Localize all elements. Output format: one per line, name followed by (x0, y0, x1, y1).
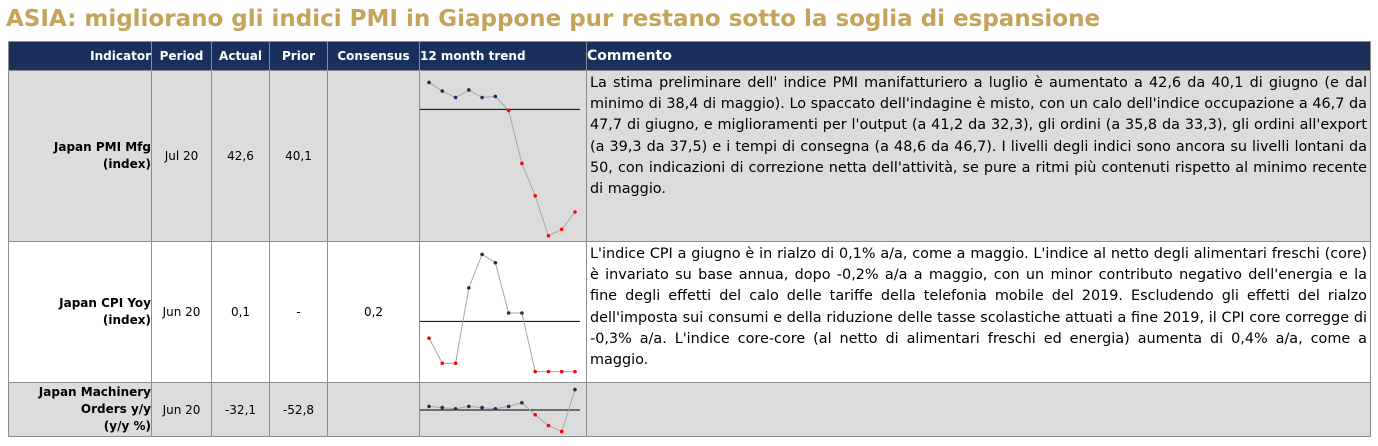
indicator-cell: Japan Machinery Orders y/y (y/y %) (8, 382, 152, 437)
header-trend: 12 month trend (419, 41, 587, 71)
data-point (573, 369, 577, 374)
trend-line (428, 81, 576, 237)
trend-cell (419, 382, 587, 437)
data-point (440, 405, 445, 410)
header-commento: Commento (586, 41, 1371, 71)
data-point (467, 286, 471, 290)
trend-line (428, 253, 575, 373)
trend-cell (419, 241, 587, 383)
trend-chart-cpi (420, 252, 580, 374)
data-point (546, 369, 551, 374)
data-point (546, 423, 551, 428)
data-point (453, 407, 458, 411)
data-point (533, 194, 537, 198)
trend-line (428, 389, 576, 433)
indicator-name: Japan Machinery (38, 385, 151, 399)
period-cell: Jun 20 (151, 241, 212, 383)
data-point (520, 401, 524, 405)
indicator-name-cont: Orders y/y (80, 402, 151, 416)
actual-cell: 0,1 (211, 241, 270, 383)
commento-cell: La stima preliminare dell' indice PMI ma… (586, 70, 1371, 242)
header-actual: Actual (211, 41, 270, 71)
data-point (573, 387, 577, 392)
data-point (533, 369, 537, 374)
data-point (533, 413, 537, 417)
indicator-unit: (index) (102, 157, 151, 171)
data-point (440, 89, 445, 93)
indicator-cell: Japan CPI Yoy (index) (8, 241, 152, 383)
prior-cell: 40,1 (269, 70, 328, 242)
commento-cell (586, 382, 1371, 437)
commento-text: La stima preliminare dell' indice PMI ma… (590, 75, 1367, 198)
data-point (480, 405, 484, 410)
data-point (573, 210, 577, 214)
commento-cell: L'indice CPI a giugno è in rialzo di 0,1… (586, 241, 1371, 383)
period-cell: Jun 20 (151, 382, 212, 437)
data-point (467, 88, 471, 92)
data-point (440, 361, 445, 366)
header-indicator: Indicator (8, 41, 152, 71)
data-point (520, 161, 524, 166)
data-point (520, 311, 524, 315)
indicator-unit: (y/y %) (103, 419, 151, 433)
data-point (480, 252, 484, 257)
indicator-cell: Japan PMI Mfg (index) (8, 70, 152, 242)
data-point (427, 404, 431, 409)
indicator-name: Japan CPI Yoy (59, 296, 151, 310)
trend-chart-machinery (420, 387, 580, 434)
indicators-table: Indicator Period Actual Prior Consensus … (8, 41, 1371, 437)
consensus-cell (327, 70, 420, 242)
data-point (427, 80, 431, 85)
data-point (493, 260, 498, 265)
table-row: Japan PMI Mfg (index) Jul 20 42,6 40,1 L… (8, 70, 1371, 242)
table-row: Japan Machinery Orders y/y (y/y %) Jun 2… (8, 382, 1371, 437)
data-point (559, 369, 564, 374)
period-cell: Jul 20 (151, 70, 212, 242)
data-point (480, 95, 484, 100)
page-title: ASIA: migliorano gli indici PMI in Giapp… (6, 6, 1101, 32)
prior-cell: - (269, 241, 328, 383)
table-row: Japan CPI Yoy (index) Jun 20 0,1 - 0,2 L… (8, 241, 1371, 383)
data-point (506, 311, 511, 315)
header-prior: Prior (269, 41, 328, 71)
data-point (493, 407, 498, 411)
data-point (453, 95, 458, 100)
data-point (427, 336, 431, 340)
header-period: Period (151, 41, 212, 71)
data-point (559, 227, 564, 232)
commento-text (587, 383, 1370, 385)
data-point (546, 233, 551, 238)
data-point (467, 404, 471, 409)
header-consensus: Consensus (327, 41, 420, 71)
commento-text: L'indice CPI a giugno è in rialzo di 0,1… (590, 246, 1367, 369)
indicator-name: Japan PMI Mfg (53, 140, 151, 154)
trend-cell (419, 70, 587, 242)
header-row: Indicator Period Actual Prior Consensus … (8, 41, 1371, 71)
data-point (559, 429, 564, 434)
actual-cell: 42,6 (211, 70, 270, 242)
data-point (506, 108, 511, 113)
data-point (453, 361, 458, 366)
consensus-cell: 0,2 (327, 241, 420, 383)
trend-chart-pmi (420, 80, 580, 238)
indicator-unit: (index) (102, 313, 151, 327)
prior-cell: -52,8 (269, 382, 328, 437)
actual-cell: -32,1 (211, 382, 270, 437)
data-point (506, 404, 511, 409)
consensus-cell (327, 382, 420, 437)
data-point (493, 94, 498, 99)
